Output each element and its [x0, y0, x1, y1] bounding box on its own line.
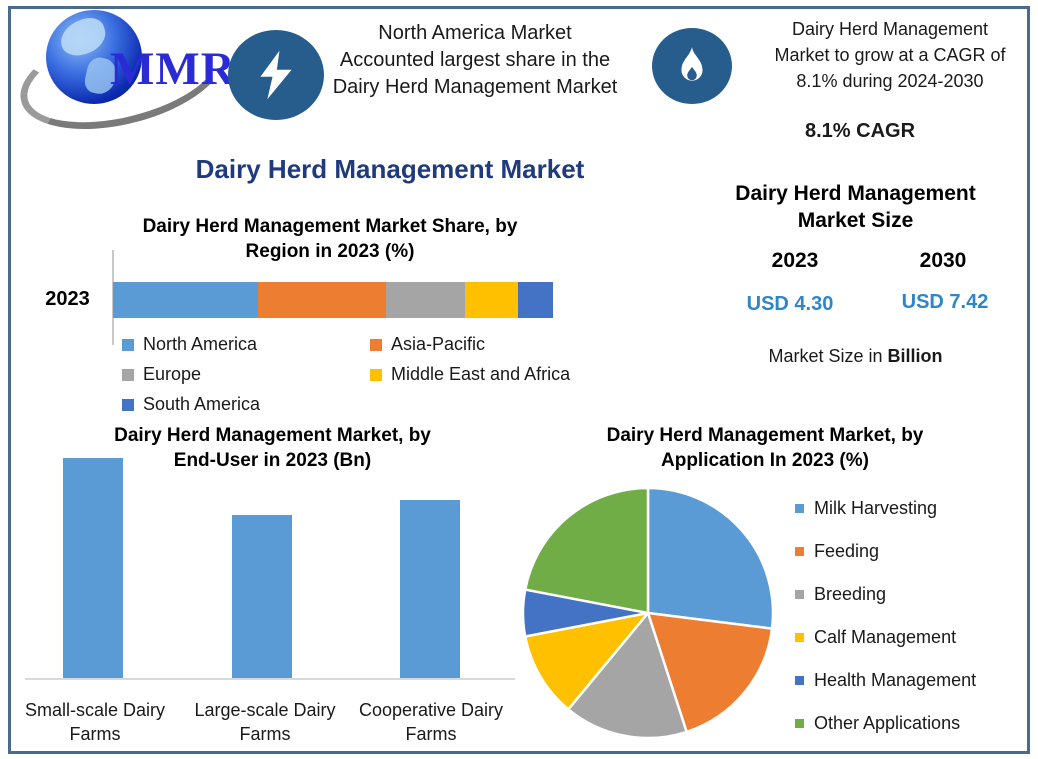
- legend-label: Calf Management: [814, 627, 957, 647]
- market-size-value-2030: USD 7.42: [901, 291, 989, 313]
- application-chart-legend: Milk Harvesting Feeding Breeding Calf Manag…: [795, 487, 1030, 745]
- highlight-badge: [228, 30, 324, 120]
- legend-marker-icon: [122, 338, 134, 351]
- footnote-unit: Billion: [887, 346, 943, 366]
- enduser-chart-title-line-1: Dairy Herd Management Market, by: [114, 425, 431, 446]
- pie-slice-calf-management: [523, 611, 650, 711]
- market-size-year-2030: 2030: [919, 249, 967, 272]
- application-chart-title: Dairy Herd Management Market, by Applica…: [540, 423, 990, 473]
- legend-marker-icon: [795, 590, 804, 599]
- mmr-logo: MMR: [9, 4, 236, 148]
- legend-marker-icon: [795, 719, 804, 728]
- legend-label: North America: [143, 334, 258, 354]
- legend-label: Europe: [143, 364, 202, 384]
- region-chart-title-line-1: Dairy Herd Management Market Share, by: [142, 216, 518, 237]
- region-segment-europe: [385, 282, 465, 318]
- application-pie-chart: [521, 486, 775, 740]
- legend-item-health-management: Health Management: [795, 659, 1030, 702]
- application-chart-title-line-2: Application In 2023 (%): [661, 450, 869, 471]
- highlight-line-2: Accounted largest share in the: [339, 49, 611, 71]
- highlight-line-3: Dairy Herd Management Market: [332, 76, 618, 98]
- enduser-bar-small-scale-dairy-farms: [63, 458, 123, 678]
- cagr-line-2: Market to grow at a CAGR of: [774, 45, 1006, 65]
- enduser-chart-title: Dairy Herd Management Market, by End-Use…: [40, 423, 505, 473]
- market-size-heading-line-1: Dairy Herd Management: [735, 182, 976, 205]
- region-chart-legend: North America Asia-Pacific Europe Middle Ea…: [122, 334, 592, 415]
- legend-marker-icon: [795, 504, 804, 513]
- legend-item-asia-pacific: Asia-Pacific: [370, 334, 592, 355]
- market-size-value-2023: USD 4.30: [746, 293, 834, 315]
- region-axis-category-label: 2023: [45, 288, 90, 310]
- legend-label: Health Management: [814, 670, 977, 690]
- legend-item-calf-management: Calf Management: [795, 616, 1030, 659]
- region-segment-asia-pacific: [258, 282, 386, 318]
- footnote-prefix: Market Size in: [768, 346, 888, 366]
- enduser-bar-plot: [25, 448, 515, 680]
- legend-item-middle-east-and-africa: Middle East and Africa: [370, 364, 592, 385]
- enduser-bar-cooperative-dairy-farms: [400, 500, 460, 678]
- logo-text: MMR: [110, 43, 236, 95]
- market-size-heading-line-2: Market Size: [797, 209, 914, 232]
- legend-marker-icon: [795, 547, 804, 556]
- enduser-category-label: Cooperative Dairy Farms: [358, 700, 504, 744]
- legend-item-breeding: Breeding: [795, 573, 1030, 616]
- legend-marker-icon: [370, 338, 382, 351]
- growth-badge: [652, 28, 732, 104]
- legend-item-north-america: North America: [122, 334, 370, 355]
- legend-marker-icon: [795, 633, 804, 642]
- page-title: Dairy Herd Management Market: [195, 154, 585, 184]
- cagr-line-1: Dairy Herd Management: [791, 19, 989, 39]
- legend-item-europe: Europe: [122, 364, 370, 385]
- highlight-line-1: North America Market: [378, 22, 572, 44]
- region-segment-north-america: [113, 282, 259, 318]
- globe-icon: [46, 10, 142, 104]
- application-chart-title-line-1: Dairy Herd Management Market, by: [606, 425, 924, 446]
- pie-slice-feeding: [646, 611, 774, 734]
- region-stacked-bar: [113, 282, 553, 318]
- north-america-highlight-text: North America Market Accounted largest s…: [330, 20, 620, 101]
- legend-marker-icon: [370, 368, 382, 381]
- legend-marker-icon: [122, 368, 134, 381]
- pie-slice-milk-harvesting: [646, 486, 775, 630]
- cagr-value-label: 8.1% CAGR: [804, 120, 916, 142]
- legend-marker-icon: [795, 676, 804, 685]
- flame-icon: [681, 47, 703, 81]
- legend-label: Breeding: [814, 584, 887, 604]
- enduser-category-label: Large-scale Dairy Farms: [194, 700, 336, 744]
- market-size-year-2023: 2023: [771, 249, 819, 272]
- cagr-line-3: 8.1% during 2024-2030: [796, 71, 984, 91]
- legend-item-feeding: Feeding: [795, 530, 1030, 573]
- lightning-bolt-icon: [260, 50, 292, 100]
- legend-item-other-applications: Other Applications: [795, 702, 1030, 745]
- region-segment-south-america: [517, 282, 553, 318]
- cagr-highlight-text: Dairy Herd Management Market to grow at …: [756, 16, 1024, 94]
- enduser-bar-large-scale-dairy-farms: [232, 515, 292, 678]
- pie-slice-other-applications: [523, 486, 650, 615]
- legend-label: South America: [143, 394, 261, 414]
- legend-item-milk-harvesting: Milk Harvesting: [795, 487, 1030, 530]
- market-size-footnote: Market Size in Billion: [718, 346, 993, 367]
- legend-label: Middle East and Africa: [391, 364, 571, 384]
- legend-label: Milk Harvesting: [814, 498, 938, 518]
- legend-label: Other Applications: [814, 713, 961, 733]
- legend-label: Feeding: [814, 541, 880, 561]
- enduser-category-label: Small-scale Dairy Farms: [24, 700, 166, 744]
- enduser-chart-title-line-2: End-User in 2023 (Bn): [173, 450, 372, 471]
- region-chart-title: Dairy Herd Management Market Share, by R…: [95, 214, 565, 264]
- region-chart-title-line-2: Region in 2023 (%): [245, 241, 415, 262]
- pie-slice-breeding: [567, 611, 688, 740]
- legend-label: Asia-Pacific: [391, 334, 486, 354]
- legend-item-south-america: South America: [122, 394, 370, 415]
- legend-marker-icon: [122, 398, 134, 411]
- region-segment-middle-east-and-africa: [464, 282, 518, 318]
- market-size-heading: Dairy Herd Management Market Size: [718, 180, 993, 234]
